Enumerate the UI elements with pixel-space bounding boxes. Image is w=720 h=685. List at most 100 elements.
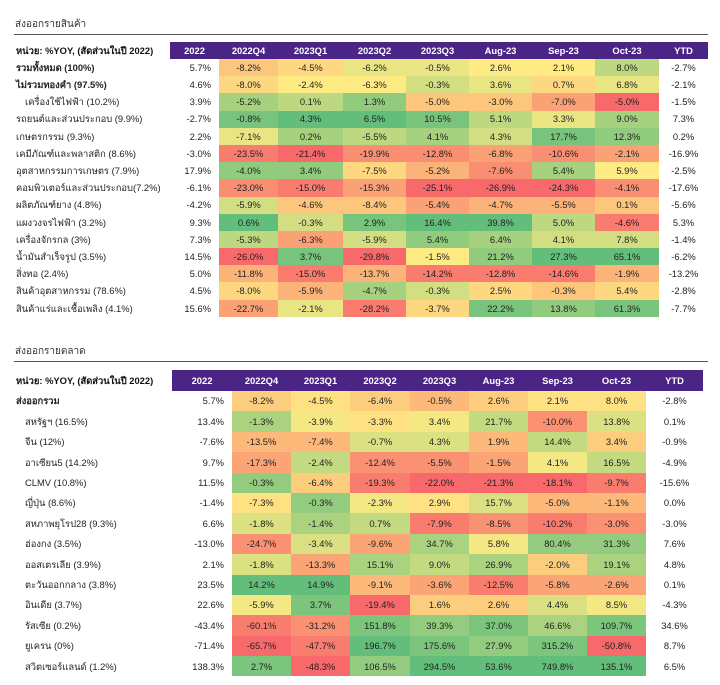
heatmap-cell: 5.4%: [595, 282, 659, 300]
heatmap-cell: -7.9%: [410, 513, 469, 534]
column-header-oct-23: Oct-23: [595, 42, 659, 59]
heatmap-cell: -22.0%: [410, 472, 469, 493]
column-header-ytd: YTD: [659, 42, 708, 59]
heatmap-cell: -7.6%: [469, 162, 532, 180]
heatmap-cell: -10.6%: [532, 144, 595, 163]
heatmap-cell: 5.8%: [469, 533, 528, 555]
row-label: แผงวงจรไฟฟ้า (3.2%): [16, 216, 106, 228]
heatmap-cell: -29.8%: [343, 248, 406, 266]
heatmap-cell: 39.3%: [410, 615, 469, 636]
table-row: แผงวงจรไฟฟ้า (3.2%) 9.3% 0.6% -0.3% 2.9% 16.4…: [14, 213, 708, 231]
heatmap-cell: 2.9%: [410, 492, 469, 514]
heatmap-cell: 65.1%: [595, 248, 659, 266]
header-row: หน่วย: %YOY, (สัดส่วนในปี 2022) 2022 2022Q…: [14, 42, 708, 59]
value-cell: -71.4%: [194, 640, 224, 652]
table-row: อุตสาหกรรมการเกษตร (7.9%) 17.9% -4.0% 3.4% -…: [14, 162, 708, 180]
heatmap-cell: -19.4%: [350, 594, 410, 616]
heatmap-cell: 16.5%: [587, 452, 646, 473]
heatmap-cell: 0.7%: [350, 513, 410, 534]
heatmap-cell: -7.0%: [532, 93, 595, 111]
heatmap-cell: -0.7%: [350, 431, 410, 453]
heatmap-cell: -7.3%: [232, 492, 291, 514]
table-row: น้ำมันสำเร็จรูป (3.5%) 14.5% -26.0% 3.7% -29…: [14, 248, 708, 266]
heatmap-cell: -17.3%: [232, 452, 291, 473]
row-label: ไม่รวมทองคำ (97.5%): [16, 79, 107, 91]
heatmap-cell: -12.8%: [406, 144, 469, 163]
value-cell: 4.6%: [189, 79, 211, 91]
heatmap-cell: -8.4%: [343, 196, 406, 214]
row-label: สินค้าแร่และเชื้อเพลิง (4.1%): [16, 302, 133, 314]
table-row: ผลิตภัณฑ์ยาง (4.8%) -4.2% -5.9% -4.6% -8.4% -…: [14, 196, 708, 214]
table-row: CLMV (10.8%) 11.5% -0.3% -6.4% -19.3% -22.0% -…: [14, 472, 703, 493]
heatmap-cell: 8.0%: [595, 59, 659, 77]
heatmap-cell: 27.9%: [469, 635, 528, 657]
heatmap-cell: 3.7%: [278, 248, 343, 266]
heatmap-cell: 13.8%: [532, 299, 595, 317]
heatmap-cell: 7.8%: [595, 230, 659, 249]
heatmap-cell: -1.8%: [232, 554, 291, 575]
heatmap-cell: -0.3%: [532, 282, 595, 300]
ytd-cell: -2.1%: [671, 79, 696, 91]
heatmap-cell: -4.7%: [469, 196, 532, 214]
heatmap-cell: 749.8%: [528, 656, 587, 677]
table-row: สหภาพยุโรป28 (9.3%) 6.6% -1.8% -1.4% 0.7% -7.…: [14, 513, 703, 534]
table-row: สินค้าอุตสาหกรรม (78.6%) 4.5% -8.0% -5.9% -4…: [14, 282, 708, 300]
heatmap-cell: -9.7%: [587, 472, 646, 493]
heatmap-cell: 3.4%: [587, 431, 646, 453]
heatmap-cell: -3.0%: [587, 513, 646, 534]
value-cell: 17.9%: [184, 165, 211, 177]
column-header-oct-23: Oct-23: [587, 370, 646, 391]
heatmap-cell: 2.5%: [469, 282, 532, 300]
heatmap-cell: 4.3%: [469, 127, 532, 145]
heatmap-cell: 2.6%: [469, 391, 528, 412]
heatmap-cell: -19.9%: [343, 144, 406, 163]
heatmap-cell: -4.5%: [291, 391, 350, 412]
unit-header: หน่วย: %YOY, (สัดส่วนในปี 2022): [14, 42, 170, 59]
row-label: ออสเตรเลีย (3.9%): [25, 558, 101, 570]
heatmap-cell: 4.3%: [410, 431, 469, 453]
heatmap-cell: 9.0%: [410, 554, 469, 575]
ytd-cell: 7.6%: [663, 538, 686, 550]
value-cell: 9.7%: [202, 456, 224, 468]
header-row: หน่วย: %YOY, (สัดส่วนในปี 2022) 2022 2022Q…: [14, 370, 703, 391]
heatmap-cell: -4.0%: [219, 162, 278, 180]
heatmap-cell: -26.0%: [219, 248, 278, 266]
heatmap-cell: -4.5%: [278, 59, 343, 77]
heatmap-cell: -3.3%: [350, 411, 410, 432]
heatmap-cell: -24.7%: [232, 533, 291, 555]
heatmap-cell: -13.5%: [232, 431, 291, 453]
heatmap-cell: -5.0%: [406, 93, 469, 111]
table-row: สวิตเซอร์แลนด์ (1.2%) 138.3% 2.7% -48.3% 106…: [14, 656, 703, 677]
heatmap-cell: 26.9%: [469, 554, 528, 575]
heatmap-cell: 13.8%: [587, 411, 646, 432]
value-cell: 7.3%: [189, 233, 211, 245]
heatmap-cell: 3.6%: [469, 76, 532, 94]
heatmap-cell: -5.9%: [278, 282, 343, 300]
table-row: รถยนต์และส่วนประกอบ (9.9%) -2.7% -0.8% 4.3%…: [14, 110, 708, 128]
column-header-2022q4: 2022Q4: [232, 370, 291, 391]
row-label: CLMV (10.8%): [25, 477, 87, 489]
heatmap-cell: -12.4%: [350, 452, 410, 473]
heatmap-cell: 5.4%: [406, 230, 469, 249]
heatmap-cell: -4.6%: [278, 196, 343, 214]
value-cell: 22.6%: [197, 599, 224, 611]
ytd-cell: 0.1%: [663, 579, 686, 590]
heatmap-cell: -8.2%: [219, 59, 278, 77]
heatmap-cell: -8.2%: [232, 391, 291, 412]
heatmap-cell: -10.2%: [528, 513, 587, 534]
heatmap-cell: -65.7%: [232, 635, 291, 657]
ytd-cell: -3.0%: [662, 517, 687, 529]
table-row: ตะวันออกกลาง (3.8%) 23.5% 14.2% 14.9% -9.1% -…: [14, 574, 703, 595]
heatmap-cell: -4.6%: [595, 213, 659, 231]
table-row: สิ่งทอ (2.4%) 5.0% -11.8% -15.0% -13.7% -14.2…: [14, 265, 708, 283]
heatmap-cell: 15.7%: [469, 492, 528, 514]
heatmap-cell: -26.9%: [469, 179, 532, 197]
table-row: ไม่รวมทองคำ (97.5%) 4.6% -8.0% -2.4% -6.3% -0…: [14, 76, 708, 94]
heatmap-cell: -1.5%: [406, 248, 469, 266]
ytd-cell: -17.6%: [668, 182, 699, 194]
heatmap-cell: 2.1%: [532, 59, 595, 77]
value-cell: -2.7%: [186, 113, 212, 125]
heatmap-cell: -15.0%: [278, 179, 343, 197]
row-label: สวิตเซอร์แลนด์ (1.2%): [25, 660, 117, 672]
heatmap-cell: 1.6%: [410, 594, 469, 616]
